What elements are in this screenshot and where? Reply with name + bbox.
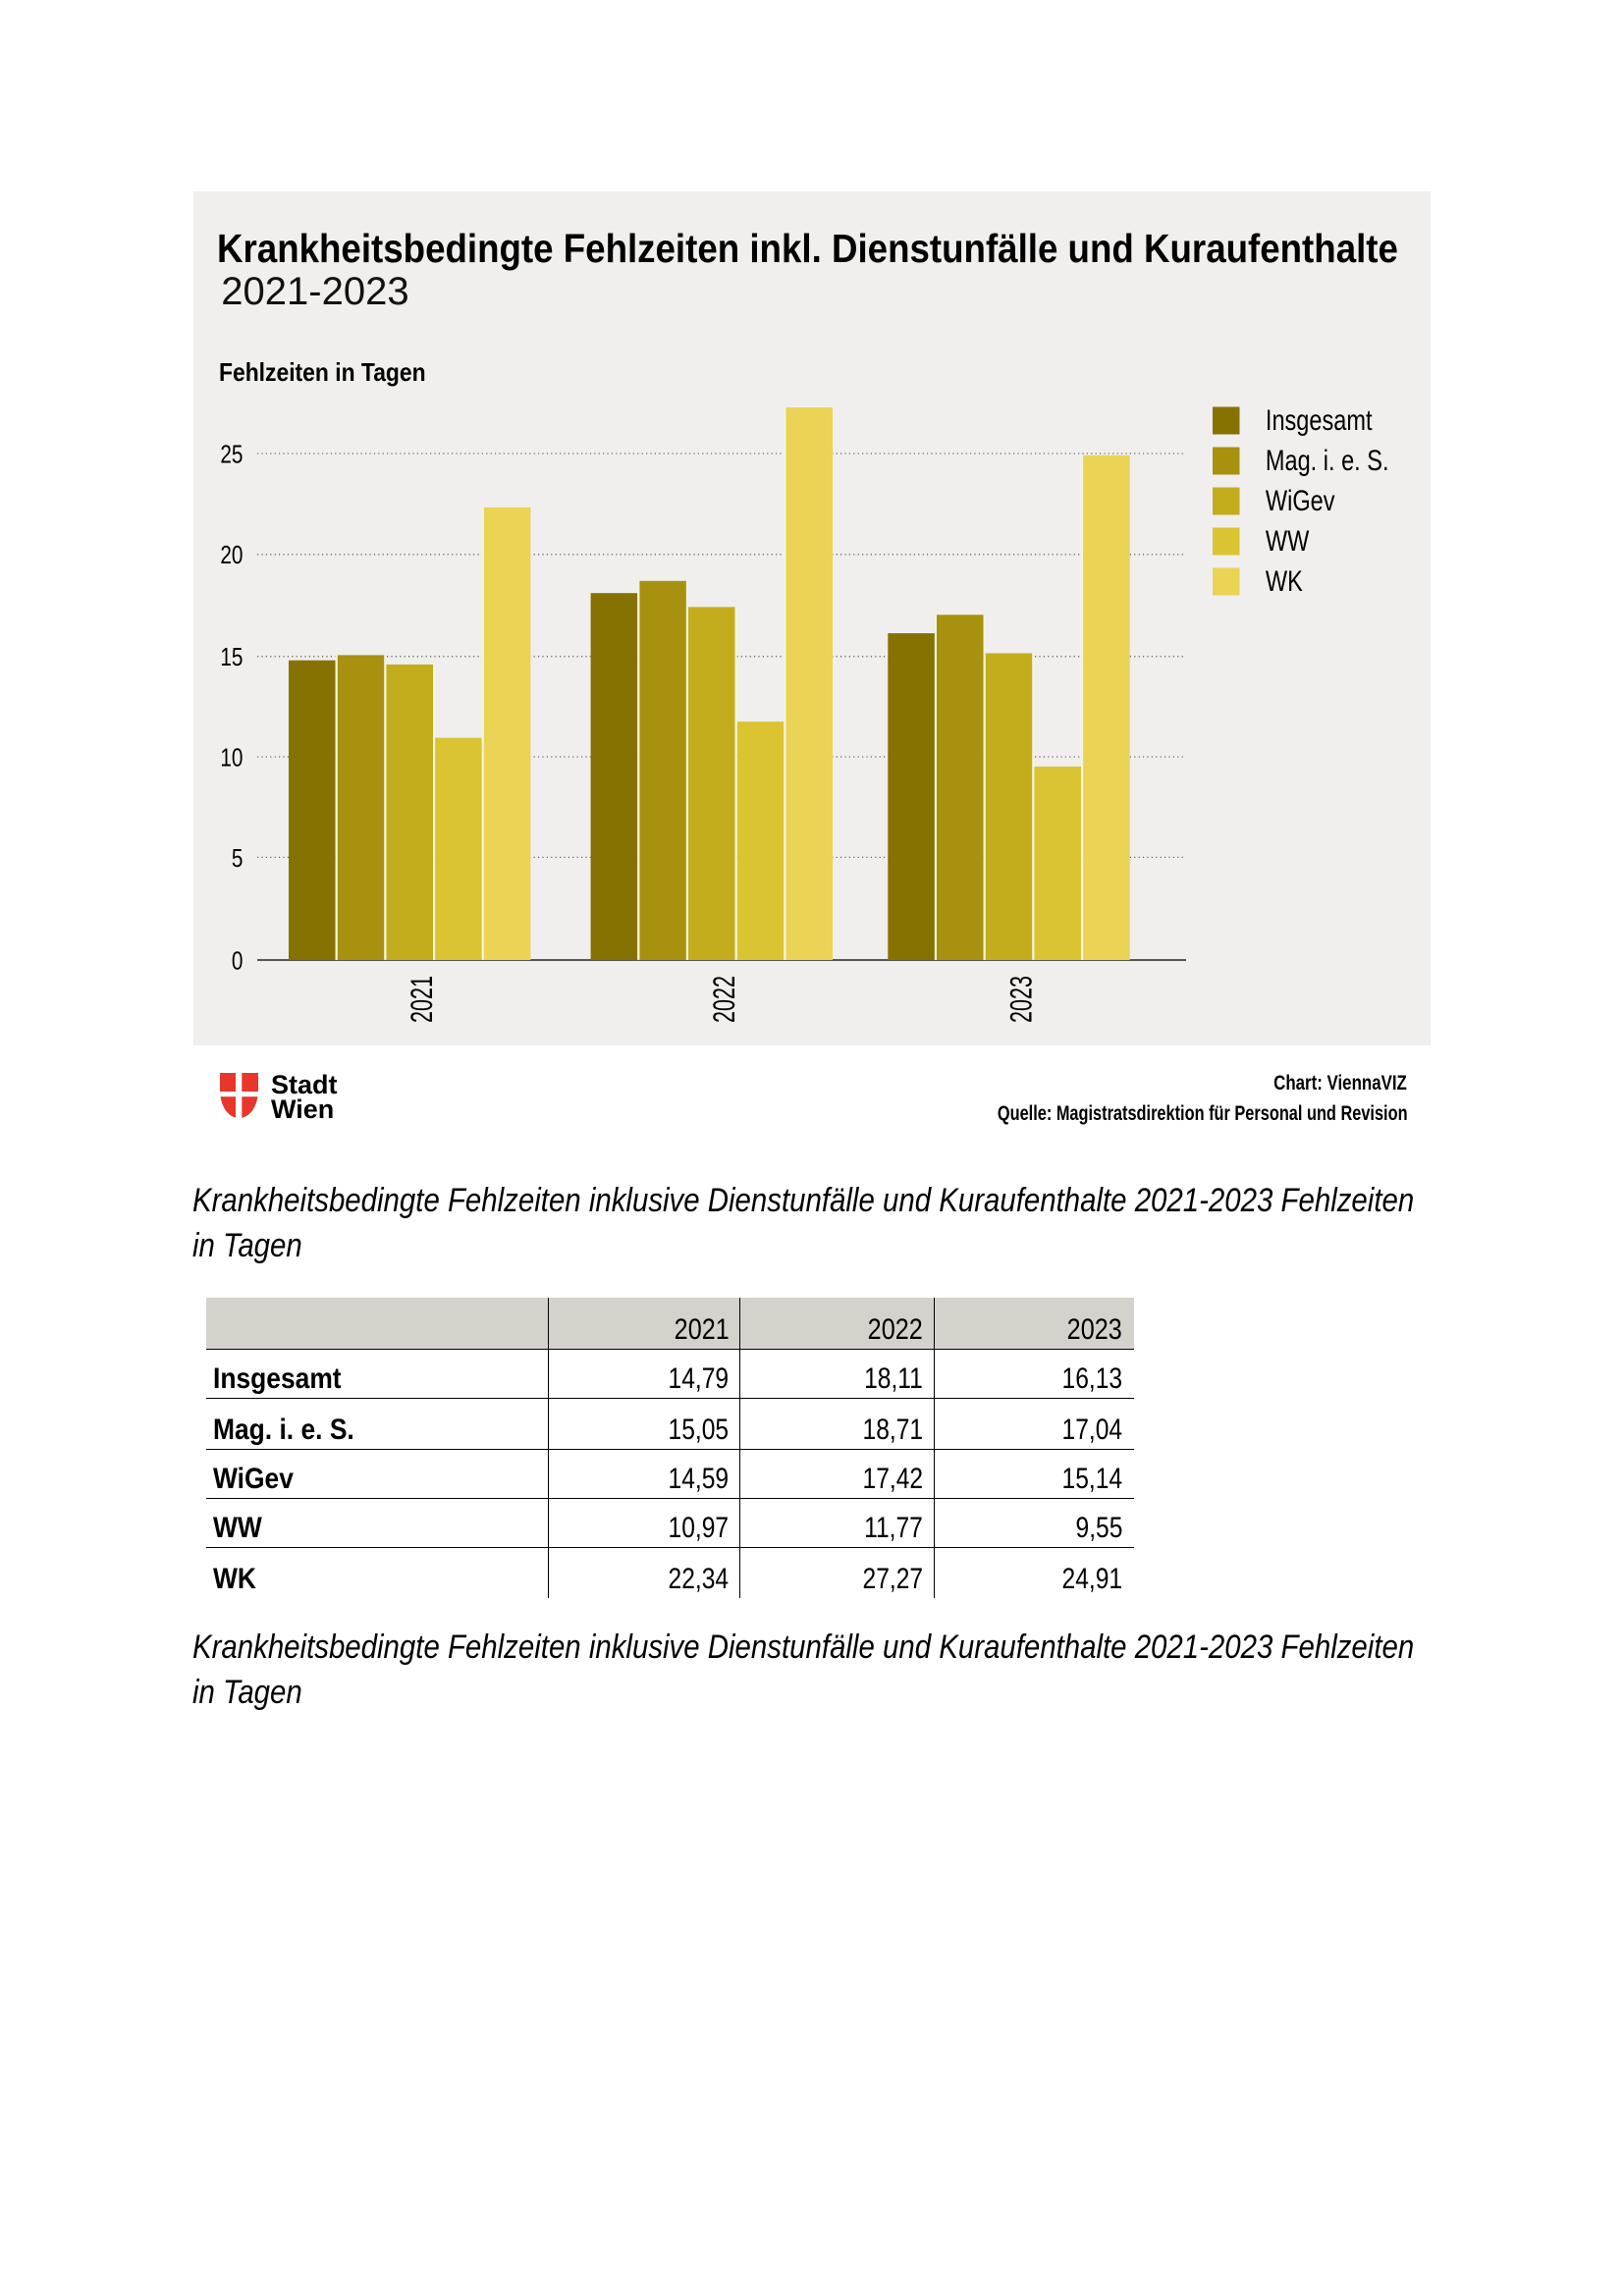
svg-text:WiGev: WiGev	[1266, 484, 1335, 516]
svg-text:Mag. i. e. S.: Mag. i. e. S.	[1266, 444, 1389, 476]
svg-text:2021: 2021	[405, 976, 439, 1023]
svg-text:15: 15	[220, 643, 243, 671]
svg-text:25: 25	[220, 440, 243, 468]
svg-text:WW: WW	[1266, 524, 1310, 557]
svg-text:0: 0	[232, 946, 244, 975]
svg-text:20: 20	[220, 541, 243, 569]
svg-text:5: 5	[232, 844, 244, 873]
svg-text:Insgesamt: Insgesamt	[1266, 403, 1373, 436]
svg-text:2023: 2023	[1003, 976, 1038, 1023]
svg-text:2022: 2022	[707, 976, 741, 1023]
svg-text:10: 10	[220, 743, 243, 772]
svg-text:WK: WK	[1266, 564, 1303, 597]
